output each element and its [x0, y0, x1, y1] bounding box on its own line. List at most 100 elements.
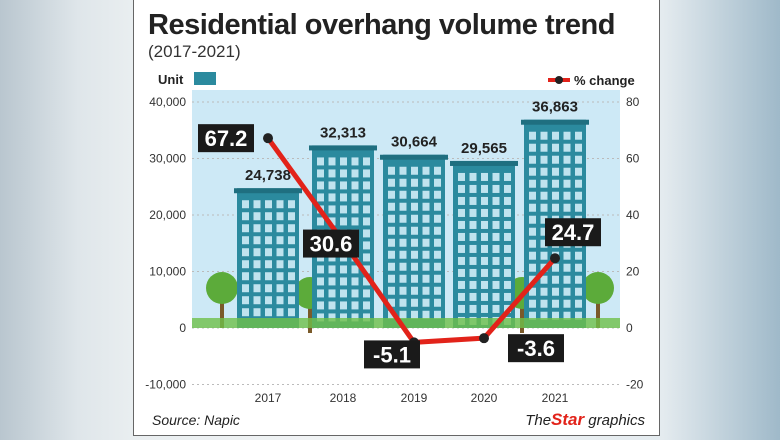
- building-window: [529, 299, 536, 308]
- building-window: [504, 220, 511, 229]
- building-window: [422, 274, 430, 283]
- line-value-label: -3.6: [517, 336, 555, 361]
- building-window: [399, 274, 407, 283]
- building-window: [529, 251, 536, 260]
- building-window: [288, 308, 295, 317]
- bar-value-label: 32,313: [320, 124, 366, 141]
- building-window: [422, 214, 430, 223]
- building-window: [242, 296, 249, 305]
- building-window: [242, 272, 249, 281]
- building-window: [552, 203, 559, 212]
- building-window: [363, 265, 370, 274]
- building-window: [388, 202, 395, 211]
- building-window: [265, 224, 272, 233]
- building-window: [563, 191, 571, 200]
- building-window: [575, 287, 582, 296]
- building-window: [434, 178, 441, 187]
- building-window: [492, 232, 500, 241]
- building-window: [340, 217, 347, 226]
- building-window: [265, 272, 272, 281]
- building-window: [253, 296, 261, 305]
- building-window: [253, 272, 261, 281]
- building-window: [340, 313, 347, 322]
- building-window: [328, 289, 336, 298]
- building-window: [363, 157, 370, 166]
- building-window: [529, 311, 536, 320]
- building-window: [540, 155, 548, 164]
- building-window: [276, 224, 284, 233]
- building-window: [351, 289, 359, 298]
- building-window: [422, 226, 430, 235]
- building-window: [340, 265, 347, 274]
- building-window: [552, 131, 559, 140]
- x-tick-label: 2021: [542, 391, 569, 405]
- building-roof: [380, 154, 448, 160]
- building-window: [529, 167, 536, 176]
- right-tick-label: 60: [626, 152, 640, 166]
- building-window: [469, 304, 477, 313]
- building-window: [388, 274, 395, 283]
- building-window: [242, 284, 249, 293]
- building-window: [469, 292, 477, 301]
- building-window: [411, 250, 418, 259]
- building-window: [529, 239, 536, 248]
- building-window: [399, 250, 407, 259]
- line-point: [550, 253, 560, 264]
- building-window: [458, 304, 465, 313]
- building-window: [504, 256, 511, 265]
- tree-trunk: [596, 300, 600, 328]
- legend-marker: [555, 76, 563, 84]
- building-window: [388, 250, 395, 259]
- building-window: [388, 262, 395, 271]
- building-window: [481, 232, 488, 241]
- bar-value-label: 24,738: [245, 167, 291, 184]
- building-window: [529, 143, 536, 152]
- building-window: [575, 203, 582, 212]
- right-tick-label: 0: [626, 321, 633, 335]
- building-roof: [521, 119, 589, 125]
- building-window: [340, 301, 347, 310]
- building-window: [481, 208, 488, 217]
- building-window: [563, 203, 571, 212]
- line-value-label: 67.2: [205, 126, 248, 151]
- building-window: [492, 304, 500, 313]
- building-window: [288, 236, 295, 245]
- building-window: [434, 190, 441, 199]
- building-window: [288, 248, 295, 257]
- line-value-label: 30.6: [310, 232, 353, 257]
- building-window: [575, 263, 582, 272]
- building-window: [363, 301, 370, 310]
- building-window: [540, 239, 548, 248]
- brand-graphics: graphics: [588, 412, 645, 429]
- building-window: [265, 260, 272, 269]
- building-window: [422, 166, 430, 175]
- building-window: [422, 250, 430, 259]
- building-window: [481, 304, 488, 313]
- building-window: [288, 272, 295, 281]
- building-window: [529, 215, 536, 224]
- building-window: [552, 191, 559, 200]
- building-window: [399, 214, 407, 223]
- building-window: [469, 232, 477, 241]
- building-roof: [234, 188, 302, 194]
- building-window: [317, 157, 324, 166]
- building-window: [399, 262, 407, 271]
- left-axis-label: Unit: [158, 72, 184, 87]
- building-window: [492, 268, 500, 277]
- line-label-box: [303, 229, 359, 258]
- building-window: [317, 181, 324, 190]
- building-window: [540, 203, 548, 212]
- building-window: [253, 236, 261, 245]
- building-window: [458, 292, 465, 301]
- building-window: [328, 301, 336, 310]
- building-window: [399, 202, 407, 211]
- building-window: [388, 238, 395, 247]
- building-window: [481, 196, 488, 205]
- building-window: [492, 196, 500, 205]
- right-tick-label: 20: [626, 265, 640, 279]
- building-window: [434, 166, 441, 175]
- building-window: [388, 166, 395, 175]
- left-tick-label: 0: [179, 321, 186, 335]
- x-tick-label: 2018: [330, 391, 357, 405]
- brand-logo: TheStar graphics: [525, 410, 645, 430]
